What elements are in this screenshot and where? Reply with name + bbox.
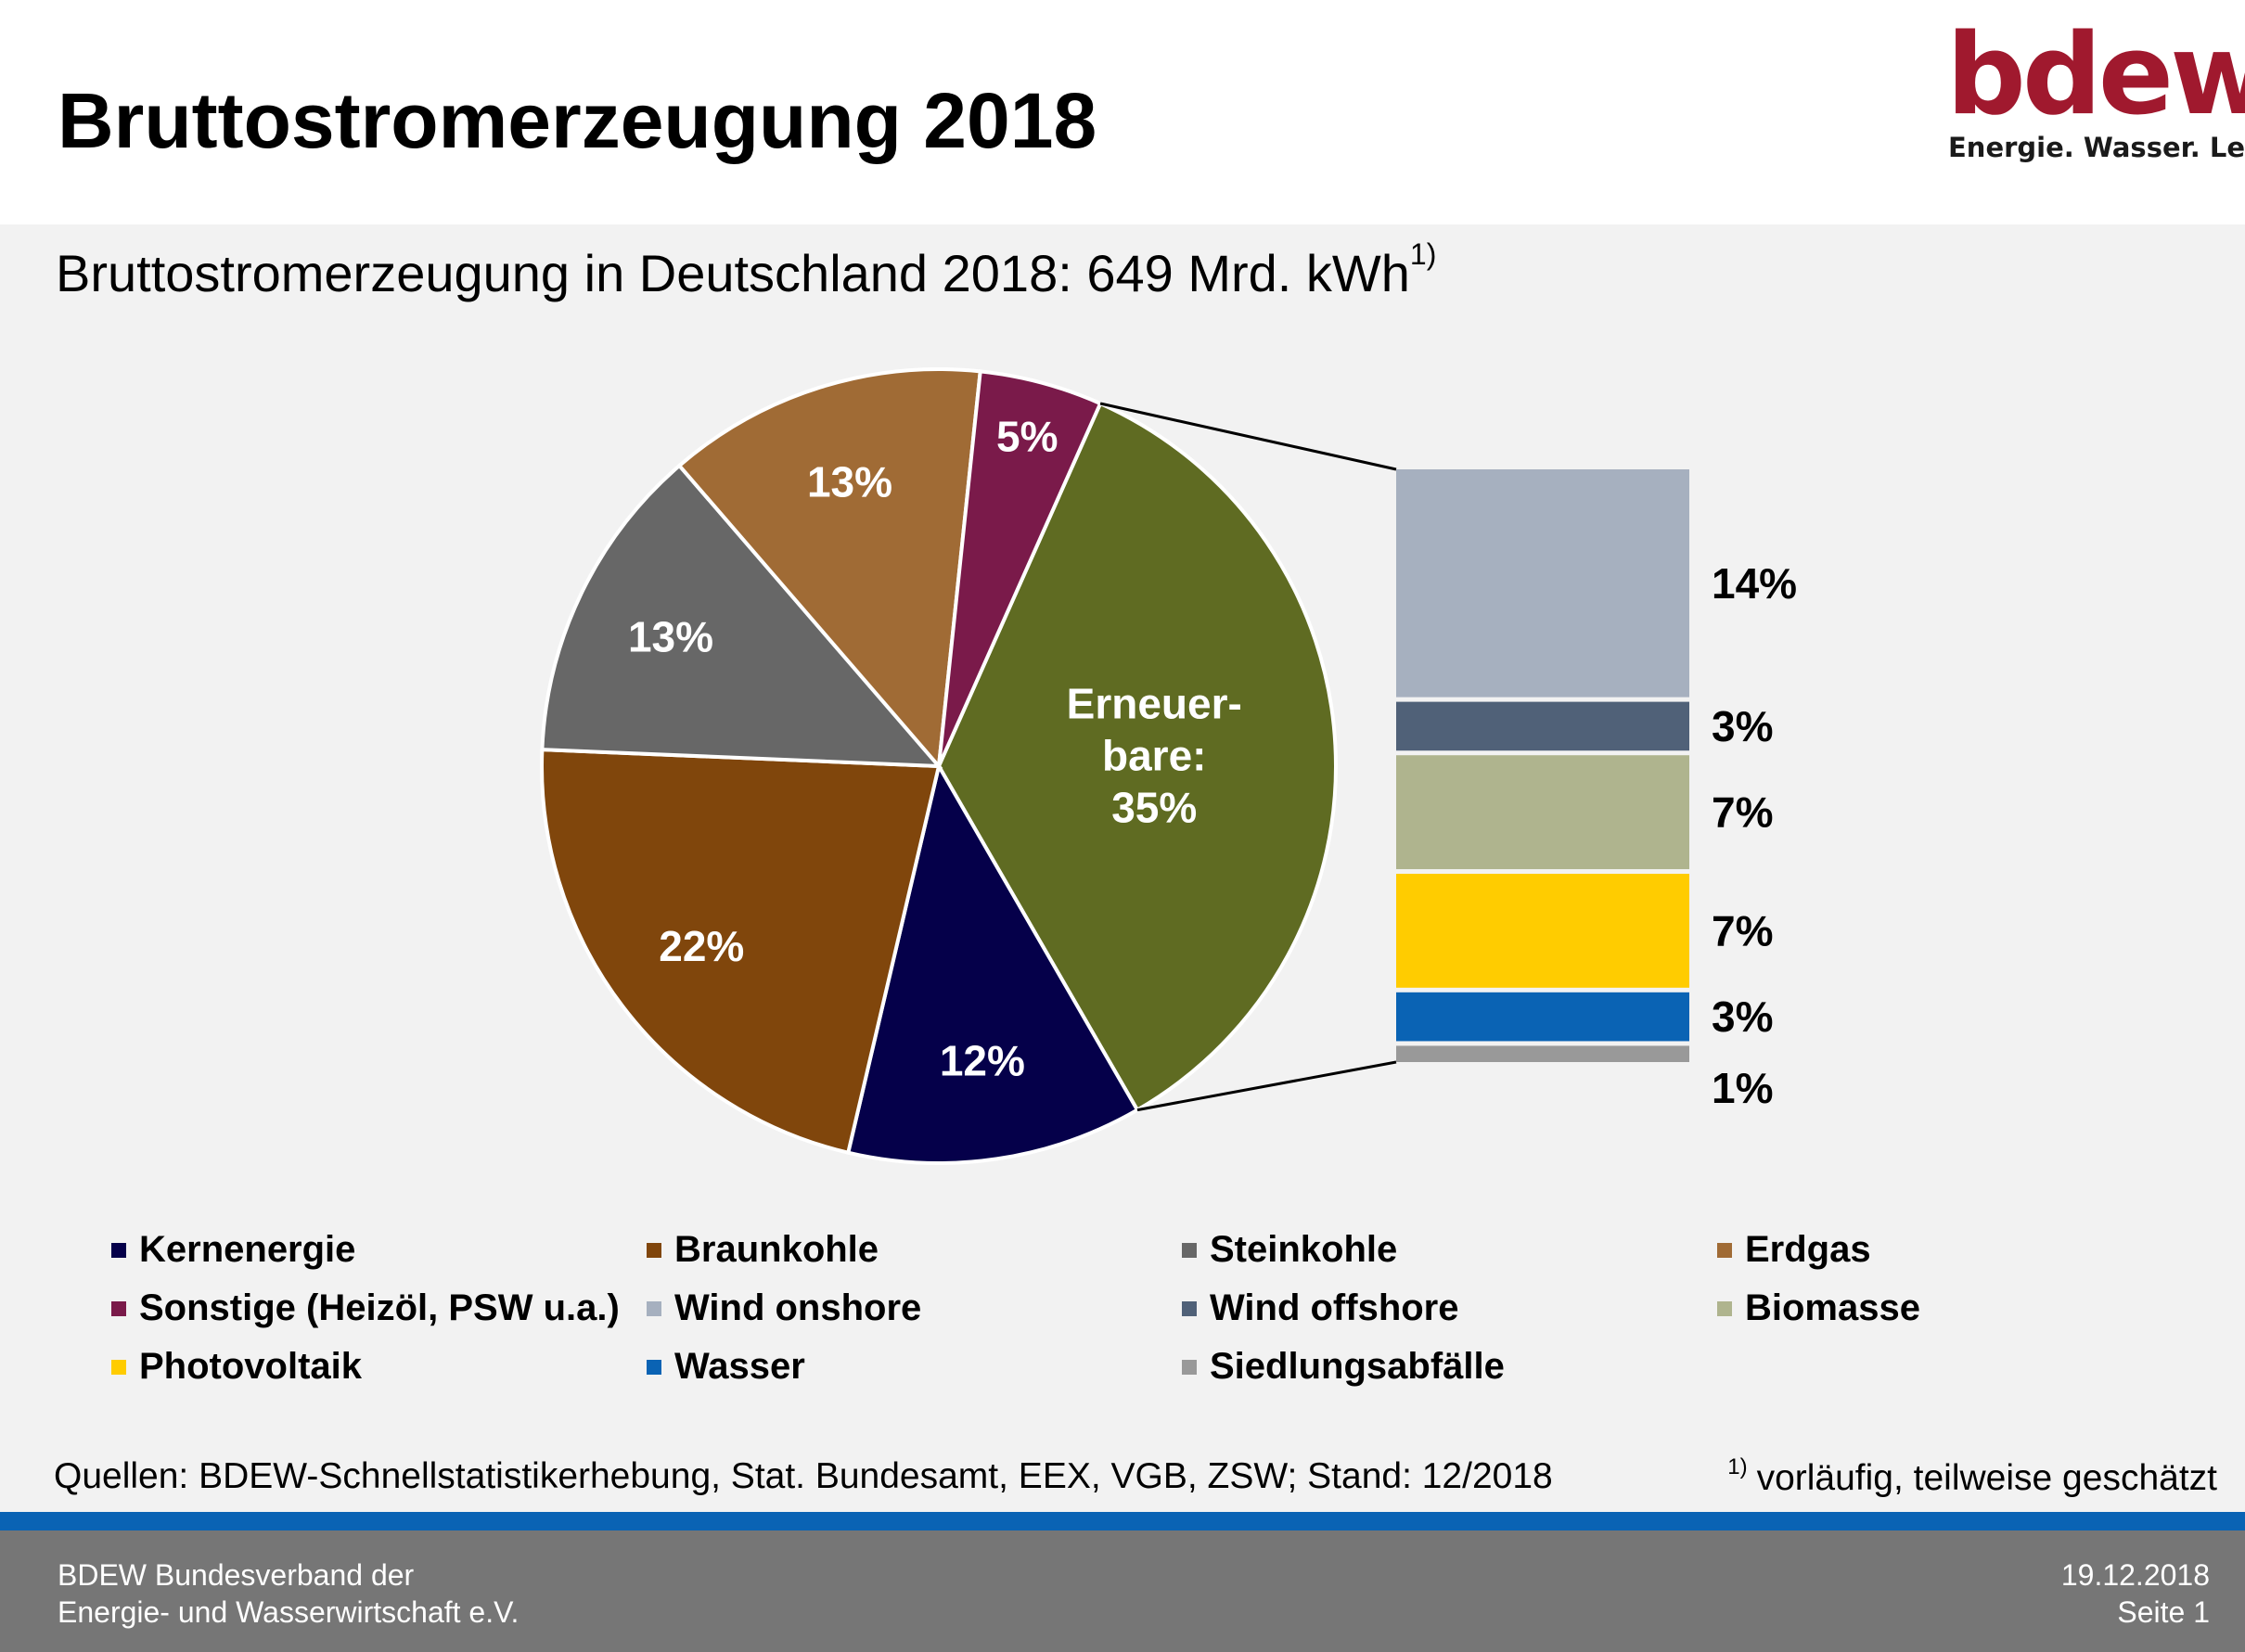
slice-label-erneuerbare-line2: bare: <box>1102 731 1206 779</box>
bar-segment-biomasse <box>1396 755 1689 870</box>
pie-slice-braunkohle <box>540 747 942 1156</box>
page-title: Bruttostromerzeugung 2018 <box>58 77 1097 164</box>
slice-label-sonstige-heiz-l-psw-u-a: 5% <box>996 412 1058 460</box>
legend-item-wind-onshore: Wind onshore <box>647 1287 921 1329</box>
legend-label: Steinkohle <box>1210 1229 1398 1270</box>
legend-label: Biomasse <box>1745 1287 1920 1328</box>
bar-label-wind-onshore: 14% <box>1712 559 1797 608</box>
legend-item-biomasse: Biomasse <box>1717 1287 1920 1329</box>
footnote: 1) vorläufig, teilweise geschätzt <box>1727 1454 2217 1499</box>
legend-label: Siedlungsabfälle <box>1210 1346 1505 1387</box>
bar-label-wasser: 3% <box>1712 992 1773 1041</box>
bar-segment-photovoltaik <box>1396 874 1689 988</box>
pie-slice-kernenergie <box>845 761 1140 1165</box>
bar-segment-wind-offshore <box>1396 701 1689 751</box>
pie-slice-erneuerbare <box>936 401 1338 1113</box>
legend-item-photovoltaik: Photovoltaik <box>111 1346 362 1388</box>
legend-item-braunkohle: Braunkohle <box>647 1229 879 1271</box>
legend-label: Sonstige (Heizöl, PSW u.a.) <box>139 1287 620 1328</box>
slice-label-erneuerbare-line1: Erneuer- <box>1067 679 1242 727</box>
slice-label-braunkohle: 22% <box>659 922 744 970</box>
footer-date: 19.12.2018 <box>2060 1558 2210 1592</box>
footer-org-line2: Energie- und Wasserwirtschaft e.V. <box>58 1595 520 1629</box>
footer-bar: BDEW Bundesverband der Energie- und Wass… <box>0 1530 2245 1652</box>
legend-label: Wasser <box>674 1346 805 1387</box>
bar-label-siedlungsabf-lle: 1% <box>1712 1064 1773 1112</box>
legend-swatch <box>111 1242 126 1258</box>
bar-label-biomasse: 7% <box>1712 788 1773 837</box>
connector-line-top <box>1099 402 1397 471</box>
slice-label-kernenergie: 12% <box>940 1037 1025 1085</box>
legend-item-siedlungsabf-lle: Siedlungsabfälle <box>1182 1346 1505 1388</box>
subtitle-footnote-marker: 1) <box>1409 237 1437 271</box>
logo-tagline: Energie. Wasser. Leben. <box>1948 132 2245 163</box>
legend-swatch <box>1717 1300 1732 1316</box>
footer-organization: BDEW Bundesverband der Energie- und Wass… <box>58 1556 519 1631</box>
source-note: Quellen: BDEW-Schnellstatistikerhebung, … <box>54 1456 1553 1496</box>
legend-swatch <box>111 1300 126 1316</box>
legend-swatch <box>1182 1300 1197 1316</box>
slice-label-erneuerbare-line3: 35% <box>1111 783 1197 831</box>
legend-swatch <box>647 1359 661 1375</box>
connector-line-bottom <box>1136 1060 1397 1112</box>
legend-label: Kernenergie <box>139 1229 356 1270</box>
legend-item-wasser: Wasser <box>647 1346 805 1388</box>
footer-stripe <box>0 1512 2245 1530</box>
legend-item-kernenergie: Kernenergie <box>111 1229 355 1271</box>
legend-label: Photovoltaik <box>139 1346 363 1387</box>
bar-segment-wind-onshore <box>1396 469 1689 698</box>
bar-segment-wasser <box>1396 992 1689 1042</box>
bar-label-photovoltaik: 7% <box>1712 906 1773 954</box>
footnote-marker: 1) <box>1727 1454 1748 1479</box>
pie-slice-steinkohle <box>540 463 943 769</box>
legend-item-wind-offshore: Wind offshore <box>1182 1287 1459 1329</box>
footer-page: Seite 1 <box>2117 1595 2210 1629</box>
footer-meta: 19.12.2018 Seite 1 <box>2061 1556 2210 1631</box>
legend-label: Erdgas <box>1745 1229 1871 1270</box>
legend-swatch <box>1182 1242 1197 1258</box>
legend-swatch <box>1717 1242 1732 1258</box>
bar-label-wind-offshore: 3% <box>1712 702 1773 750</box>
legend-label: Braunkohle <box>674 1229 879 1270</box>
slice-label-steinkohle: 13% <box>628 612 713 660</box>
header-bar: Bruttostromerzeugung 2018 bdew Energie. … <box>0 0 2245 224</box>
bar-segment-siedlungsabf-lle <box>1396 1045 1689 1062</box>
legend-label: Wind offshore <box>1210 1287 1459 1328</box>
legend-swatch <box>1182 1359 1197 1375</box>
bdew-logo: bdew <box>1946 11 2245 140</box>
chart-subtitle: Bruttostromerzeugung in Deutschland 2018… <box>56 237 1436 303</box>
subtitle-text: Bruttostromerzeugung in Deutschland 2018… <box>56 244 1410 302</box>
slice-label-erdgas: 13% <box>807 458 892 506</box>
footnote-text: vorläufig, teilweise geschätzt <box>1756 1458 2217 1498</box>
legend-item-erdgas: Erdgas <box>1717 1229 1871 1271</box>
legend-swatch <box>647 1242 661 1258</box>
pie-slice-erdgas <box>676 367 982 771</box>
legend-swatch <box>111 1359 126 1375</box>
legend-item-steinkohle: Steinkohle <box>1182 1229 1397 1271</box>
legend-swatch <box>647 1300 661 1316</box>
legend-label: Wind onshore <box>674 1287 922 1328</box>
footer-org-line1: BDEW Bundesverband der <box>58 1558 415 1592</box>
pie-slice-sonstige-heiz-l-psw-u-a <box>937 369 1103 767</box>
legend-item-sonstige-heiz-l-psw-u-a: Sonstige (Heizöl, PSW u.a.) <box>111 1287 620 1329</box>
